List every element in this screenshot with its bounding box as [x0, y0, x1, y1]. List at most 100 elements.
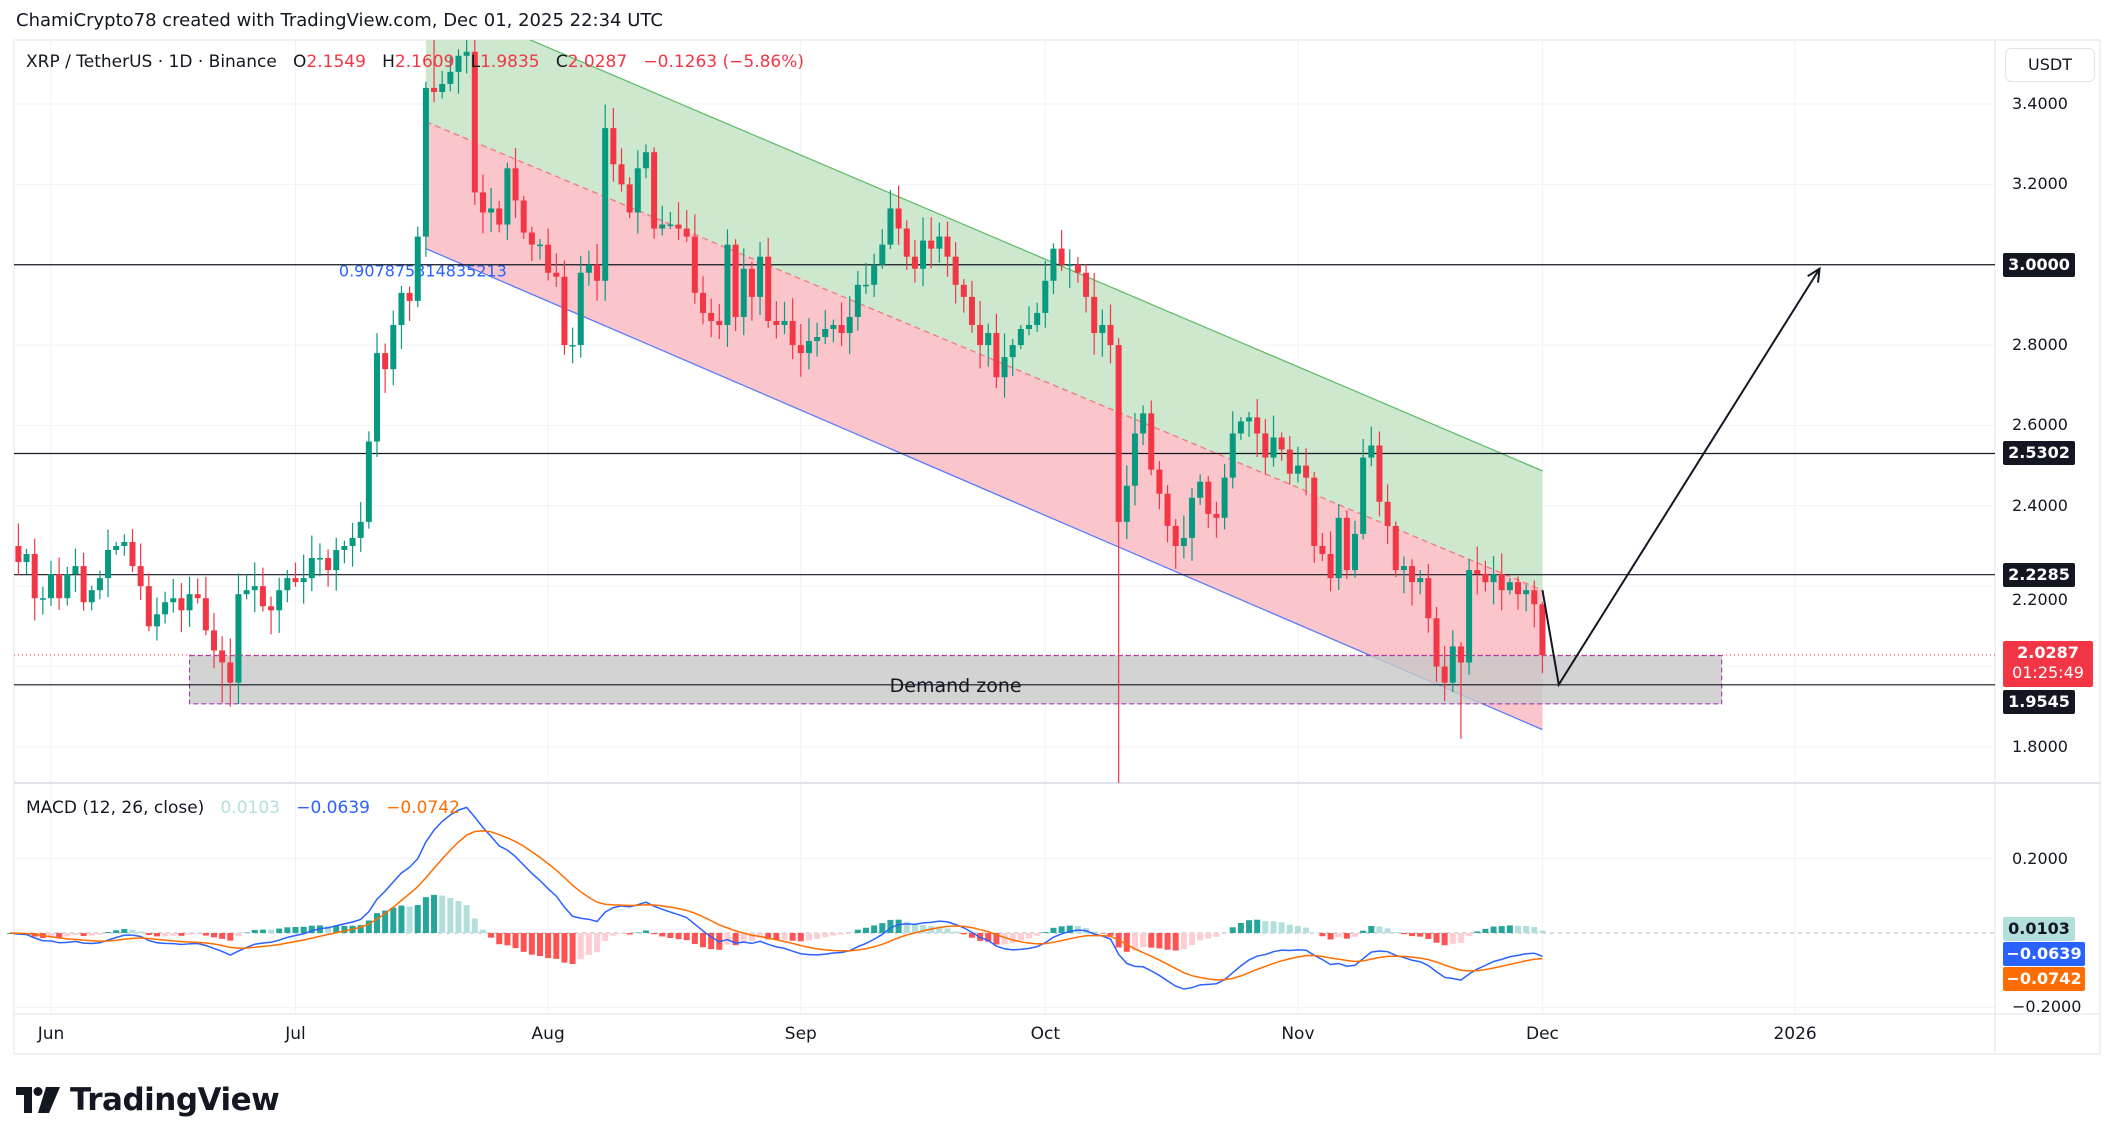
macd-histogram-bar: [284, 927, 291, 933]
candle-body: [268, 606, 275, 611]
candle-body: [1539, 604, 1546, 655]
macd-histogram-bar: [333, 925, 340, 933]
macd-histogram-bar: [56, 933, 63, 938]
macd-histogram-bar: [708, 933, 715, 950]
macd-histogram-bar: [675, 933, 682, 940]
macd-histogram-bar: [1417, 933, 1424, 937]
macd-title[interactable]: MACD (12, 26, close): [26, 798, 205, 818]
macd-histogram-bar: [422, 897, 429, 933]
macd-tick-label: 0.2000: [2012, 848, 2068, 868]
macd-histogram-bar: [211, 933, 217, 938]
currency-button[interactable]: USDT: [2005, 48, 2095, 82]
macd-line-value: −0.0639: [296, 798, 370, 818]
candle-body: [398, 292, 405, 325]
candle-body: [1343, 517, 1350, 571]
candle-body: [691, 236, 698, 293]
candle-body: [113, 545, 120, 550]
time-axis-label: Aug: [531, 1024, 565, 1044]
macd-histogram-bar: [1148, 933, 1155, 948]
macd-histogram-bar: [838, 933, 845, 935]
candle-body: [471, 51, 478, 193]
change-value: −0.1263 (−5.86%): [643, 52, 805, 72]
time-axis-label: 2026: [1773, 1024, 1817, 1044]
macd-histogram-bar: [1017, 933, 1024, 941]
macd-histogram-bar: [805, 933, 812, 941]
candle-body: [382, 353, 389, 370]
macd-histogram-bar: [162, 933, 169, 937]
candle-body: [1148, 413, 1155, 470]
macd-histogram-bar: [1433, 933, 1440, 943]
candle-body: [292, 578, 299, 583]
candle-body: [732, 244, 739, 317]
time-axis-label: Sep: [784, 1024, 817, 1044]
candle-body: [960, 284, 967, 297]
candle-body: [1156, 469, 1163, 494]
tradingview-logo[interactable]: TradingView: [16, 1082, 280, 1118]
candle-body: [911, 256, 918, 269]
macd-histogram-bar: [145, 933, 152, 936]
macd-histogram-bar: [1058, 926, 1065, 933]
macd-signal-line: [10, 829, 1543, 981]
macd-histogram-bar: [781, 933, 788, 940]
candle-body: [325, 558, 332, 571]
candle-body: [805, 341, 812, 354]
candle-body: [227, 662, 234, 683]
candle-body: [863, 284, 869, 287]
macd-histogram-bar: [447, 897, 454, 933]
macd-histogram-bar: [642, 930, 649, 933]
macd-histogram-bar: [1246, 920, 1253, 933]
macd-histogram-bar: [251, 929, 258, 933]
candle-body: [1441, 666, 1448, 683]
candle-body: [80, 566, 87, 603]
macd-histogram-bar: [577, 933, 584, 960]
candle-body: [1017, 329, 1024, 346]
macd-histogram-bar: [895, 919, 902, 933]
candle-body: [39, 598, 46, 600]
macd-histogram-bar: [528, 933, 535, 955]
symbol-title[interactable]: XRP / TetherUS · 1D · Binance: [26, 52, 277, 72]
macd-histogram-bar: [1506, 925, 1513, 933]
candle-body: [1327, 554, 1334, 579]
candle-body: [1099, 324, 1106, 334]
candle-body: [1384, 501, 1391, 526]
price-pane: 0.907875314835213 Demand zone: [14, 40, 1995, 783]
candle-body: [618, 164, 625, 185]
candle-body: [757, 256, 764, 297]
macd-histogram-bar: [439, 895, 446, 933]
candle-body: [1498, 574, 1505, 591]
bar-countdown: 01:25:49: [2012, 662, 2084, 682]
price-tick-label: 2.2000: [2012, 589, 2068, 609]
macd-histogram-bar: [1376, 926, 1383, 933]
macd-histogram-bar: [1303, 927, 1310, 933]
candle-body: [1262, 433, 1269, 458]
candle-body: [1506, 582, 1513, 591]
macd-histogram-bar: [1172, 933, 1179, 951]
macd-histogram-bar: [1498, 926, 1505, 933]
candle-body: [1083, 272, 1090, 297]
candle-body: [284, 578, 291, 591]
candle-body: [887, 208, 894, 245]
channel-label: 0.907875314835213: [339, 262, 507, 281]
macd-histogram-bar: [1270, 921, 1277, 933]
candle-body: [88, 590, 95, 603]
macd-tick-label: −0.2000: [2012, 997, 2082, 1017]
candle-body: [952, 256, 959, 285]
low-label: L: [470, 52, 481, 72]
attribution-header: ChamiCrypto78 created with TradingView.c…: [16, 10, 663, 31]
candle-body: [479, 192, 486, 213]
candle-body: [748, 268, 755, 297]
candle-body: [23, 554, 30, 563]
candle-body: [708, 312, 715, 321]
candle-body: [553, 272, 560, 277]
macd-histogram-bar: [1335, 933, 1342, 938]
macd-histogram-bar: [455, 901, 462, 933]
candle-body: [406, 292, 413, 301]
candle-body: [1433, 618, 1440, 667]
candle-body: [871, 264, 878, 285]
candle-body: [1335, 517, 1342, 579]
macd-histogram-bar: [365, 920, 372, 933]
macd-histogram-bar: [1400, 933, 1407, 935]
channel-lower-fill: [425, 121, 1543, 730]
macd-histogram-bar: [390, 907, 397, 933]
